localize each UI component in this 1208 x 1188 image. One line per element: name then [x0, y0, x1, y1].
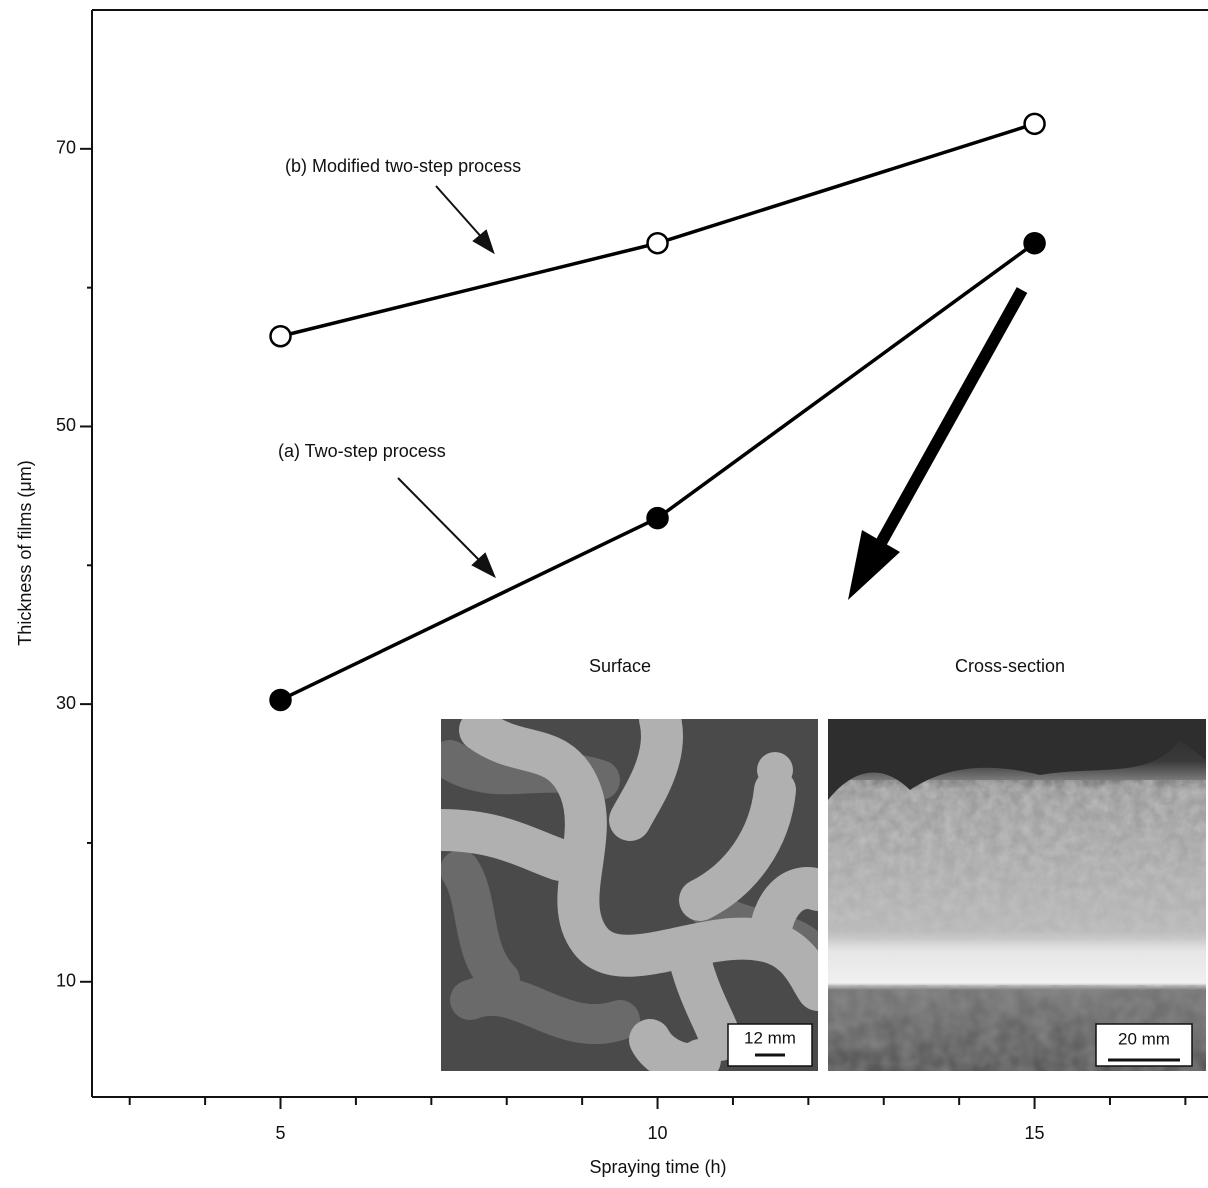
y-axis-label: Thickness of films (μm) [15, 460, 35, 645]
surface-image [441, 719, 818, 1071]
inset-title: Surface [589, 656, 651, 676]
scale-bar-label: 20 mm [1118, 1029, 1170, 1048]
y-tick-label: 50 [56, 415, 76, 435]
x-tick-label: 15 [1025, 1123, 1045, 1143]
scale-bar-label: 12 mm [744, 1028, 796, 1047]
inset-title: Cross-section [955, 656, 1065, 676]
x-tick-label: 5 [276, 1123, 286, 1143]
data-point [1025, 233, 1045, 253]
y-tick-label: 10 [56, 971, 76, 991]
y-tick-label: 70 [56, 138, 76, 158]
chart: 12 mm 20 mm Surface Cross-section (b) Mo… [0, 0, 1208, 1188]
x-axis-label: Spraying time (h) [589, 1157, 726, 1177]
data-point [271, 326, 291, 346]
cross-section-image [828, 719, 1206, 1071]
data-point [271, 690, 291, 710]
big-arrow [848, 290, 1022, 600]
annotation-arrow [398, 186, 494, 576]
data-point [1025, 114, 1045, 134]
data-point [648, 508, 668, 528]
scale-bar: 20 mm [1096, 1024, 1192, 1066]
y-tick-label: 30 [56, 693, 76, 713]
scale-bar: 12 mm [728, 1024, 812, 1066]
series-annotation: (a) Two-step process [278, 441, 446, 461]
x-tick-label: 10 [648, 1123, 668, 1143]
data-point [648, 233, 668, 253]
series-annotation: (b) Modified two-step process [285, 156, 521, 176]
